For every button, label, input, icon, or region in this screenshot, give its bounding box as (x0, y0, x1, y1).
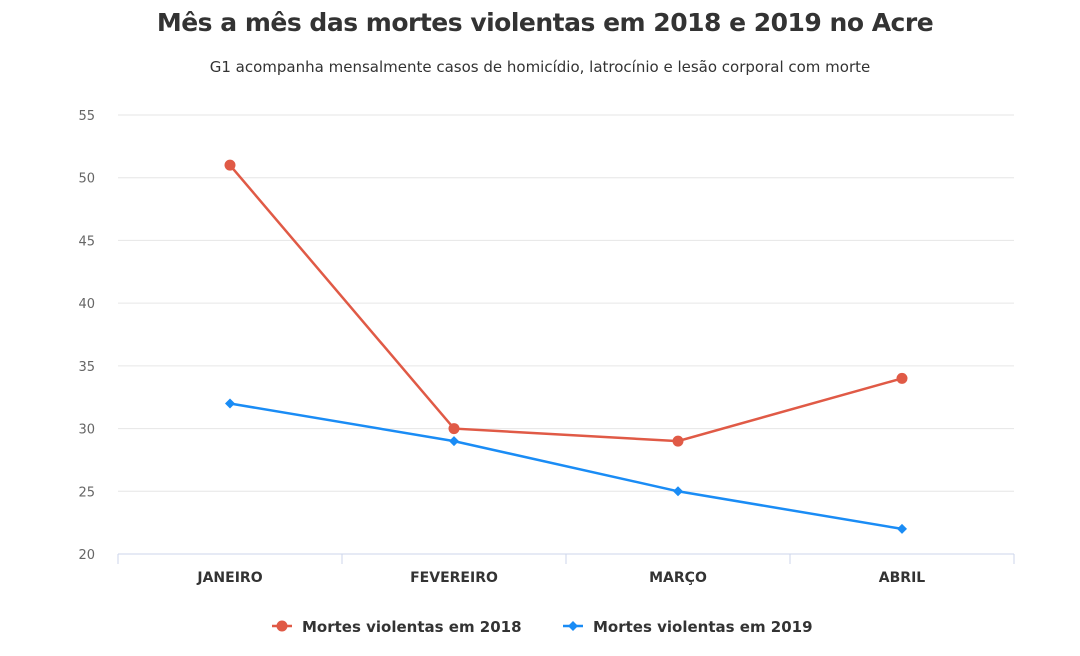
y-tick-label: 25 (78, 485, 95, 500)
chart-subtitle: G1 acompanha mensalmente casos de homicí… (209, 58, 871, 76)
legend-label: Mortes violentas em 2019 (593, 618, 813, 636)
data-point (449, 436, 459, 447)
data-point (673, 486, 683, 497)
y-tick-label: 40 (78, 297, 95, 312)
x-tick-label: ABRIL (879, 570, 925, 586)
y-tick-label: 35 (78, 360, 95, 375)
x-tick-label: FEVEREIRO (410, 570, 498, 586)
y-tick-label: 30 (78, 423, 95, 438)
y-tick-label: 45 (78, 234, 95, 249)
legend-label: Mortes violentas em 2018 (302, 618, 522, 636)
y-tick-label: 20 (78, 548, 95, 563)
chart-title: Mês a mês das mortes violentas em 2018 e… (156, 8, 934, 37)
data-point (225, 398, 235, 409)
series-line-1 (229, 164, 903, 443)
data-point (896, 372, 908, 384)
data-point (897, 523, 907, 534)
x-tick-label: MARÇO (649, 570, 707, 586)
series-line-2 (229, 402, 903, 531)
x-tick-label: JANEIRO (196, 570, 262, 586)
data-point (672, 435, 684, 447)
y-tick-label: 50 (78, 172, 95, 187)
data-point (224, 159, 236, 171)
legend-marker (568, 621, 578, 631)
legend-marker (276, 620, 288, 632)
data-point (448, 423, 460, 435)
y-tick-label: 55 (78, 109, 95, 124)
